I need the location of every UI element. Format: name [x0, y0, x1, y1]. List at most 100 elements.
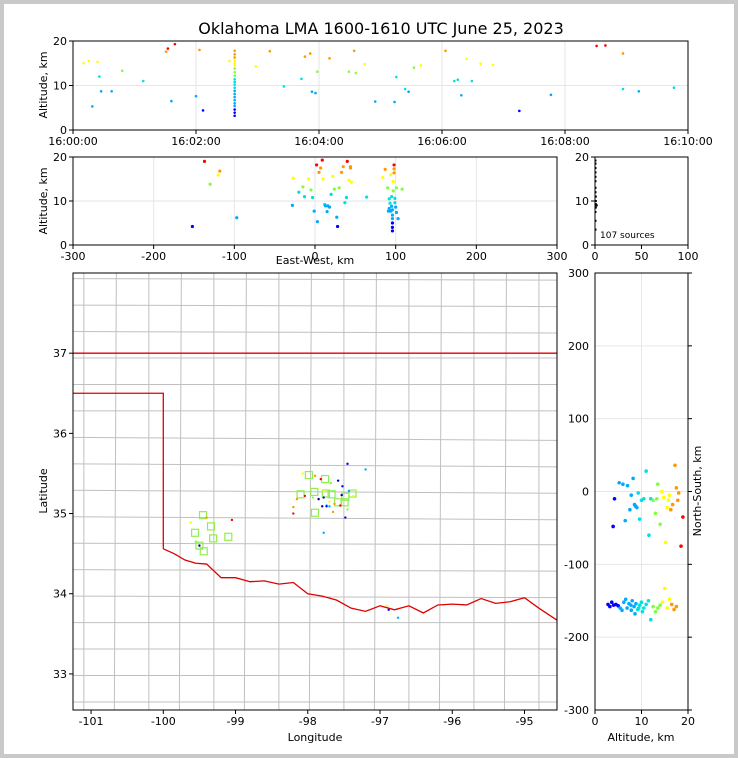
east-west-point: [383, 167, 387, 171]
figure-title: Oklahoma LMA 1600-1610 UTC June 25, 2023: [198, 19, 564, 38]
histogram-bar: [595, 203, 597, 206]
plan-view-point: [230, 518, 234, 522]
north-south-point: [667, 493, 672, 497]
time-altitude-point: [412, 66, 416, 69]
x-tick-label: 16:02:00: [171, 135, 220, 148]
time-altitude-point: [347, 70, 351, 74]
x-tick-label: 0: [312, 250, 319, 263]
time-altitude-point: [233, 56, 236, 59]
time-altitude-point: [328, 57, 331, 60]
time-altitude-point: [233, 86, 236, 90]
north-south-point: [660, 489, 664, 494]
north-south-point: [647, 533, 651, 537]
north-south-point: [666, 498, 671, 503]
time-altitude-point: [549, 93, 553, 97]
time-altitude-point: [460, 93, 463, 97]
plan-view-point: [328, 500, 331, 503]
station-marker: [199, 547, 208, 556]
east-west-point: [335, 224, 340, 229]
station-marker: [195, 541, 204, 550]
longitude-label: Longitude: [288, 731, 343, 744]
east-west-point: [320, 158, 324, 162]
east-west-point: [315, 220, 320, 224]
north-south-point: [665, 606, 669, 610]
east-west-point: [208, 182, 212, 186]
plan-view-point: [198, 544, 201, 547]
time-altitude-point: [444, 49, 447, 53]
plan-view-point: [311, 496, 315, 499]
east-west-point: [345, 159, 349, 163]
plan-view-point: [325, 505, 328, 508]
plan-view-point: [346, 462, 349, 466]
east-west-point: [315, 163, 319, 167]
y-tick-label: 0: [582, 239, 589, 252]
x-tick-label: 20: [681, 715, 695, 728]
histogram-bar: [595, 180, 597, 183]
east-west-point: [349, 180, 353, 184]
east-west-point: [387, 197, 391, 201]
east-west-point: [321, 177, 325, 181]
station-marker: [198, 511, 208, 520]
east-west-point: [323, 204, 328, 208]
north-south-point: [662, 495, 666, 500]
north-south-point: [637, 603, 642, 607]
time-altitude-point: [164, 50, 168, 53]
east-west-point: [392, 171, 396, 175]
time-altitude-point: [233, 108, 236, 111]
time-altitude-point: [456, 78, 460, 82]
north-south-point: [681, 515, 685, 519]
time-altitude-point: [87, 59, 91, 63]
plan-view-point: [322, 489, 325, 493]
east-west-point: [329, 192, 333, 196]
x-tick-label: -101: [79, 715, 104, 728]
plan-view-point: [333, 489, 336, 493]
east-west-ylabel: Altitude, km: [37, 167, 50, 234]
time-altitude-point: [419, 64, 423, 67]
plan-view-point: [189, 521, 192, 524]
y-tick-label: 10: [53, 80, 67, 93]
plan-view-point: [346, 508, 349, 511]
north-south-point: [662, 586, 667, 591]
altitude-north-south-panel: 0 10 20 -300 -200 -100 0 100 200 300 North-South,…: [564, 267, 704, 744]
north-south-point: [649, 617, 653, 622]
east-west-point: [365, 195, 369, 199]
time-altitude-point: [315, 70, 319, 74]
plan-view-point: [347, 489, 351, 493]
time-altitude-point: [233, 74, 236, 78]
plan-view-point: [344, 516, 347, 519]
north-south-point: [623, 597, 628, 602]
histogram-bar: [595, 195, 597, 198]
source-count-label: 107 sources: [600, 231, 655, 241]
plan-view-point: [194, 540, 198, 543]
east-west-point: [337, 186, 341, 190]
y-tick-label: -200: [564, 631, 589, 644]
x-tick-label: 16:06:00: [417, 135, 466, 148]
y-tick-label: 34: [53, 588, 67, 601]
histogram-bar: [595, 159, 597, 162]
east-west-point: [390, 217, 395, 221]
plan-view-point: [295, 497, 299, 501]
north-south-point: [637, 517, 642, 521]
east-west-point: [394, 210, 399, 215]
east-west-point: [327, 205, 332, 209]
east-west-point: [348, 165, 353, 169]
east-west-point: [392, 163, 396, 167]
x-tick-label: 100: [678, 250, 699, 263]
east-west-point: [391, 189, 395, 193]
north-south-point: [651, 498, 655, 503]
east-west-point: [396, 217, 400, 221]
time-altitude-point: [233, 104, 236, 108]
plan-view-point: [341, 485, 344, 488]
east-west-point: [312, 209, 316, 213]
east-west-point: [341, 165, 345, 169]
north-south-point: [653, 609, 658, 614]
x-tick-label: -96: [443, 715, 461, 728]
time-altitude-point: [393, 100, 396, 104]
north-south-point: [679, 544, 683, 548]
plan-view-point: [317, 497, 320, 501]
east-west-point: [400, 187, 404, 191]
north-south-point: [621, 482, 625, 487]
y-tick-label: -300: [564, 704, 589, 717]
time-altitude-point: [233, 61, 236, 65]
time-altitude-point: [233, 114, 236, 118]
